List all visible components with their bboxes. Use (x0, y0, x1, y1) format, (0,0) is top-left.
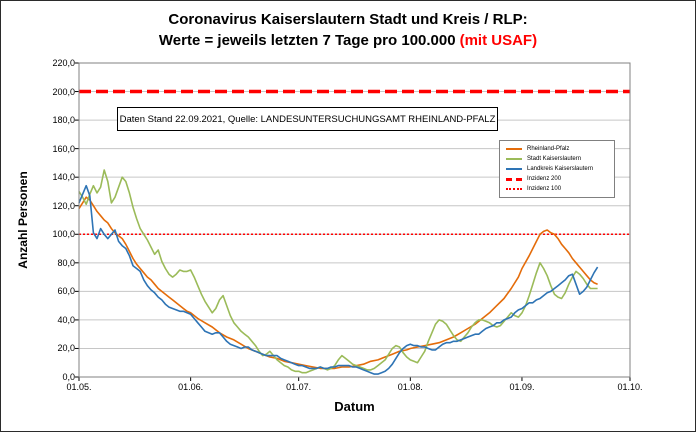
legend-label: Rheinland-Pfalz (527, 146, 570, 152)
legend-line-sample (506, 148, 522, 150)
series-line-stadt-kaiserslautern (78, 169, 598, 374)
chart-title-line2-highlight: (mit USAF) (459, 32, 538, 49)
legend-line-sample (506, 158, 522, 160)
y-axis-title: Anzahl Personen (16, 171, 30, 269)
chart-title-line2: Werte = jeweils letzten 7 Tage pro 100.0… (1, 30, 695, 51)
legend-item: Stadt Kaiserslautern (506, 155, 608, 163)
legend-line-sample (506, 168, 522, 170)
x-axis-title: Datum (334, 399, 375, 414)
chart-title-line2-main: Werte = jeweils letzten 7 Tage pro 100.0… (158, 32, 456, 49)
legend: Rheinland-Pfalz Stadt Kaiserslautern Landk… (499, 140, 615, 198)
chart-title: Coronavirus Kaiserslautern Stadt und Kre… (1, 9, 695, 51)
plot-border (78, 62, 631, 378)
data-source-annotation: Daten Stand 22.09.2021, Quelle: LANDESUN… (117, 107, 498, 131)
legend-item: Inzidenz 200 (506, 175, 608, 183)
legend-line-sample (506, 177, 522, 181)
legend-item: Inzidenz 100 (506, 185, 608, 193)
legend-item: Rheinland-Pfalz (506, 145, 608, 153)
legend-label: Inzidenz 100 (527, 186, 562, 192)
series-line-landkreis-kaiserslautern (78, 184, 599, 375)
legend-label: Inzidenz 200 (527, 176, 562, 182)
legend-label: Stadt Kaiserslautern (527, 156, 582, 162)
legend-item: Landkreis Kaiserslautern (506, 165, 608, 173)
legend-line-sample (506, 188, 522, 190)
legend-label: Landkreis Kaiserslautern (527, 166, 594, 172)
chart-title-line1: Coronavirus Kaiserslautern Stadt und Kre… (168, 11, 528, 28)
